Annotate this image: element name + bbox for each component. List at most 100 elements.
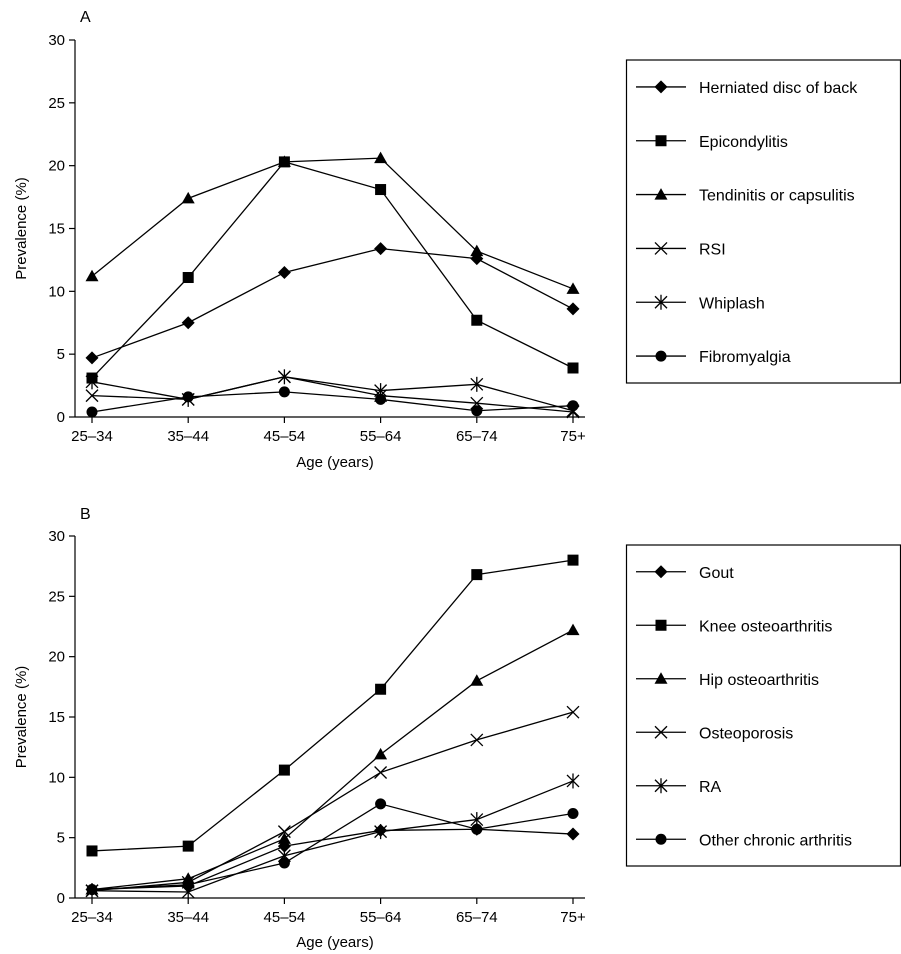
data-point-triangle <box>470 244 484 257</box>
legend-label: Epicondylitis <box>699 134 788 151</box>
series-whiplash <box>85 369 580 419</box>
legend-box <box>625 544 901 867</box>
data-point-square <box>86 845 98 857</box>
legend-entry: Tendinitis or capsulitis <box>636 188 855 205</box>
legend-marker-x <box>654 241 668 255</box>
data-point-circle <box>86 884 98 896</box>
y-tick-label: 10 <box>48 283 65 300</box>
legend-entry: Gout <box>636 565 734 582</box>
x-tick-label: 75+ <box>560 428 586 445</box>
legend-marker-asterisk <box>654 778 668 794</box>
panel-letter: B <box>80 506 91 523</box>
data-point-circle <box>182 391 194 403</box>
x-tick-label: 35–44 <box>167 909 209 926</box>
data-point-circle <box>471 823 483 835</box>
data-point-square <box>375 184 387 196</box>
data-point-square <box>471 314 483 326</box>
legend-label: RSI <box>699 241 726 258</box>
data-point-square <box>375 683 387 695</box>
legend-box <box>625 59 901 384</box>
data-point-triangle <box>374 747 388 760</box>
legend-entry: Hip osteoarthritis <box>636 672 819 689</box>
y-tick-label: 5 <box>57 346 65 363</box>
data-point-triangle <box>277 832 291 844</box>
y-tick-label: 15 <box>48 709 65 726</box>
series-line <box>91 376 574 412</box>
data-point-x <box>470 733 484 747</box>
legend-entry: RA <box>636 778 722 796</box>
data-point-triangle <box>374 151 388 164</box>
series-ra <box>85 773 580 900</box>
data-point-x <box>85 389 99 403</box>
legend-label: Osteoporosis <box>699 725 793 742</box>
legend-label: Tendinitis or capsulitis <box>699 188 855 205</box>
y-tick-label: 30 <box>48 528 65 545</box>
series-other-chronic-arthritis <box>86 798 579 896</box>
data-point-circle <box>375 393 387 405</box>
x-tick-label: 45–54 <box>264 428 306 445</box>
legend-label: Other chronic arthritis <box>699 832 852 849</box>
series-line <box>91 803 574 891</box>
series-fibromyalgia <box>86 386 579 418</box>
data-point-square <box>182 840 194 852</box>
data-point-circle <box>471 405 483 417</box>
x-tick-label: 65–74 <box>456 909 498 926</box>
data-point-triangle <box>277 155 291 167</box>
legend-entry: Herniated disc of back <box>636 80 858 97</box>
x-tick-label: 75+ <box>560 909 586 926</box>
series-knee-osteoarthritis <box>86 554 579 857</box>
series-osteoporosis <box>85 705 580 898</box>
legend-marker-circle <box>655 833 667 845</box>
legend-marker-circle <box>655 350 667 362</box>
data-point-x <box>277 825 291 839</box>
chart-panel-b: B 0 5 10 15 20 25 30 25–34 35–44 45–54 55–64 65–74 75… <box>13 506 901 951</box>
data-point-square <box>278 764 290 776</box>
legend-marker-asterisk <box>654 294 668 310</box>
y-tick-label: 20 <box>48 649 65 666</box>
data-point-diamond <box>277 265 291 279</box>
y-axis-label: Prevalence (%) <box>13 666 30 769</box>
series-line <box>91 780 574 893</box>
legend-marker-square <box>655 619 667 631</box>
legend-marker-triangle <box>654 672 668 684</box>
legend-marker-triangle <box>654 188 668 200</box>
data-point-diamond <box>374 242 388 256</box>
series-herniated-disc-of-back <box>85 242 580 365</box>
data-point-asterisk <box>277 369 291 385</box>
data-point-circle <box>567 400 579 412</box>
series-line <box>91 391 574 413</box>
x-tick-label: 45–54 <box>264 909 306 926</box>
data-point-square <box>567 362 579 374</box>
x-axis-label: Age (years) <box>296 454 374 471</box>
legend-entry: Other chronic arthritis <box>636 832 852 849</box>
data-point-asterisk <box>85 374 99 390</box>
legend-label: Knee osteoarthritis <box>699 618 832 635</box>
legend-label: Hip osteoarthritis <box>699 672 819 689</box>
x-tick-label: 25–34 <box>71 428 113 445</box>
y-tick-label: 30 <box>48 32 65 49</box>
y-tick-label: 20 <box>48 158 65 175</box>
legend-entry: RSI <box>636 241 726 258</box>
legend: Gout Knee osteoarthritis Hip osteoarthriti… <box>625 544 901 867</box>
data-point-square <box>567 554 579 566</box>
x-tick-label: 25–34 <box>71 909 113 926</box>
legend-label: Fibromyalgia <box>699 349 791 366</box>
x-axis-label: Age (years) <box>296 934 374 951</box>
series-line <box>91 711 574 892</box>
legend-label: RA <box>699 779 722 796</box>
legend: Herniated disc of back Epicondylitis Tendi… <box>625 59 901 384</box>
data-point-circle <box>375 798 387 810</box>
data-point-triangle <box>566 282 580 294</box>
series-line <box>91 559 574 852</box>
data-point-triangle <box>181 191 195 204</box>
series-line <box>91 161 574 379</box>
series-epicondylitis <box>86 156 579 384</box>
y-tick-label: 25 <box>48 588 65 605</box>
data-point-x <box>374 766 388 779</box>
data-point-asterisk <box>374 824 388 840</box>
y-axis-label: Prevalence (%) <box>13 177 30 280</box>
data-point-diamond <box>85 351 99 365</box>
legend-entry: Epicondylitis <box>636 134 788 151</box>
data-point-square <box>182 272 194 284</box>
